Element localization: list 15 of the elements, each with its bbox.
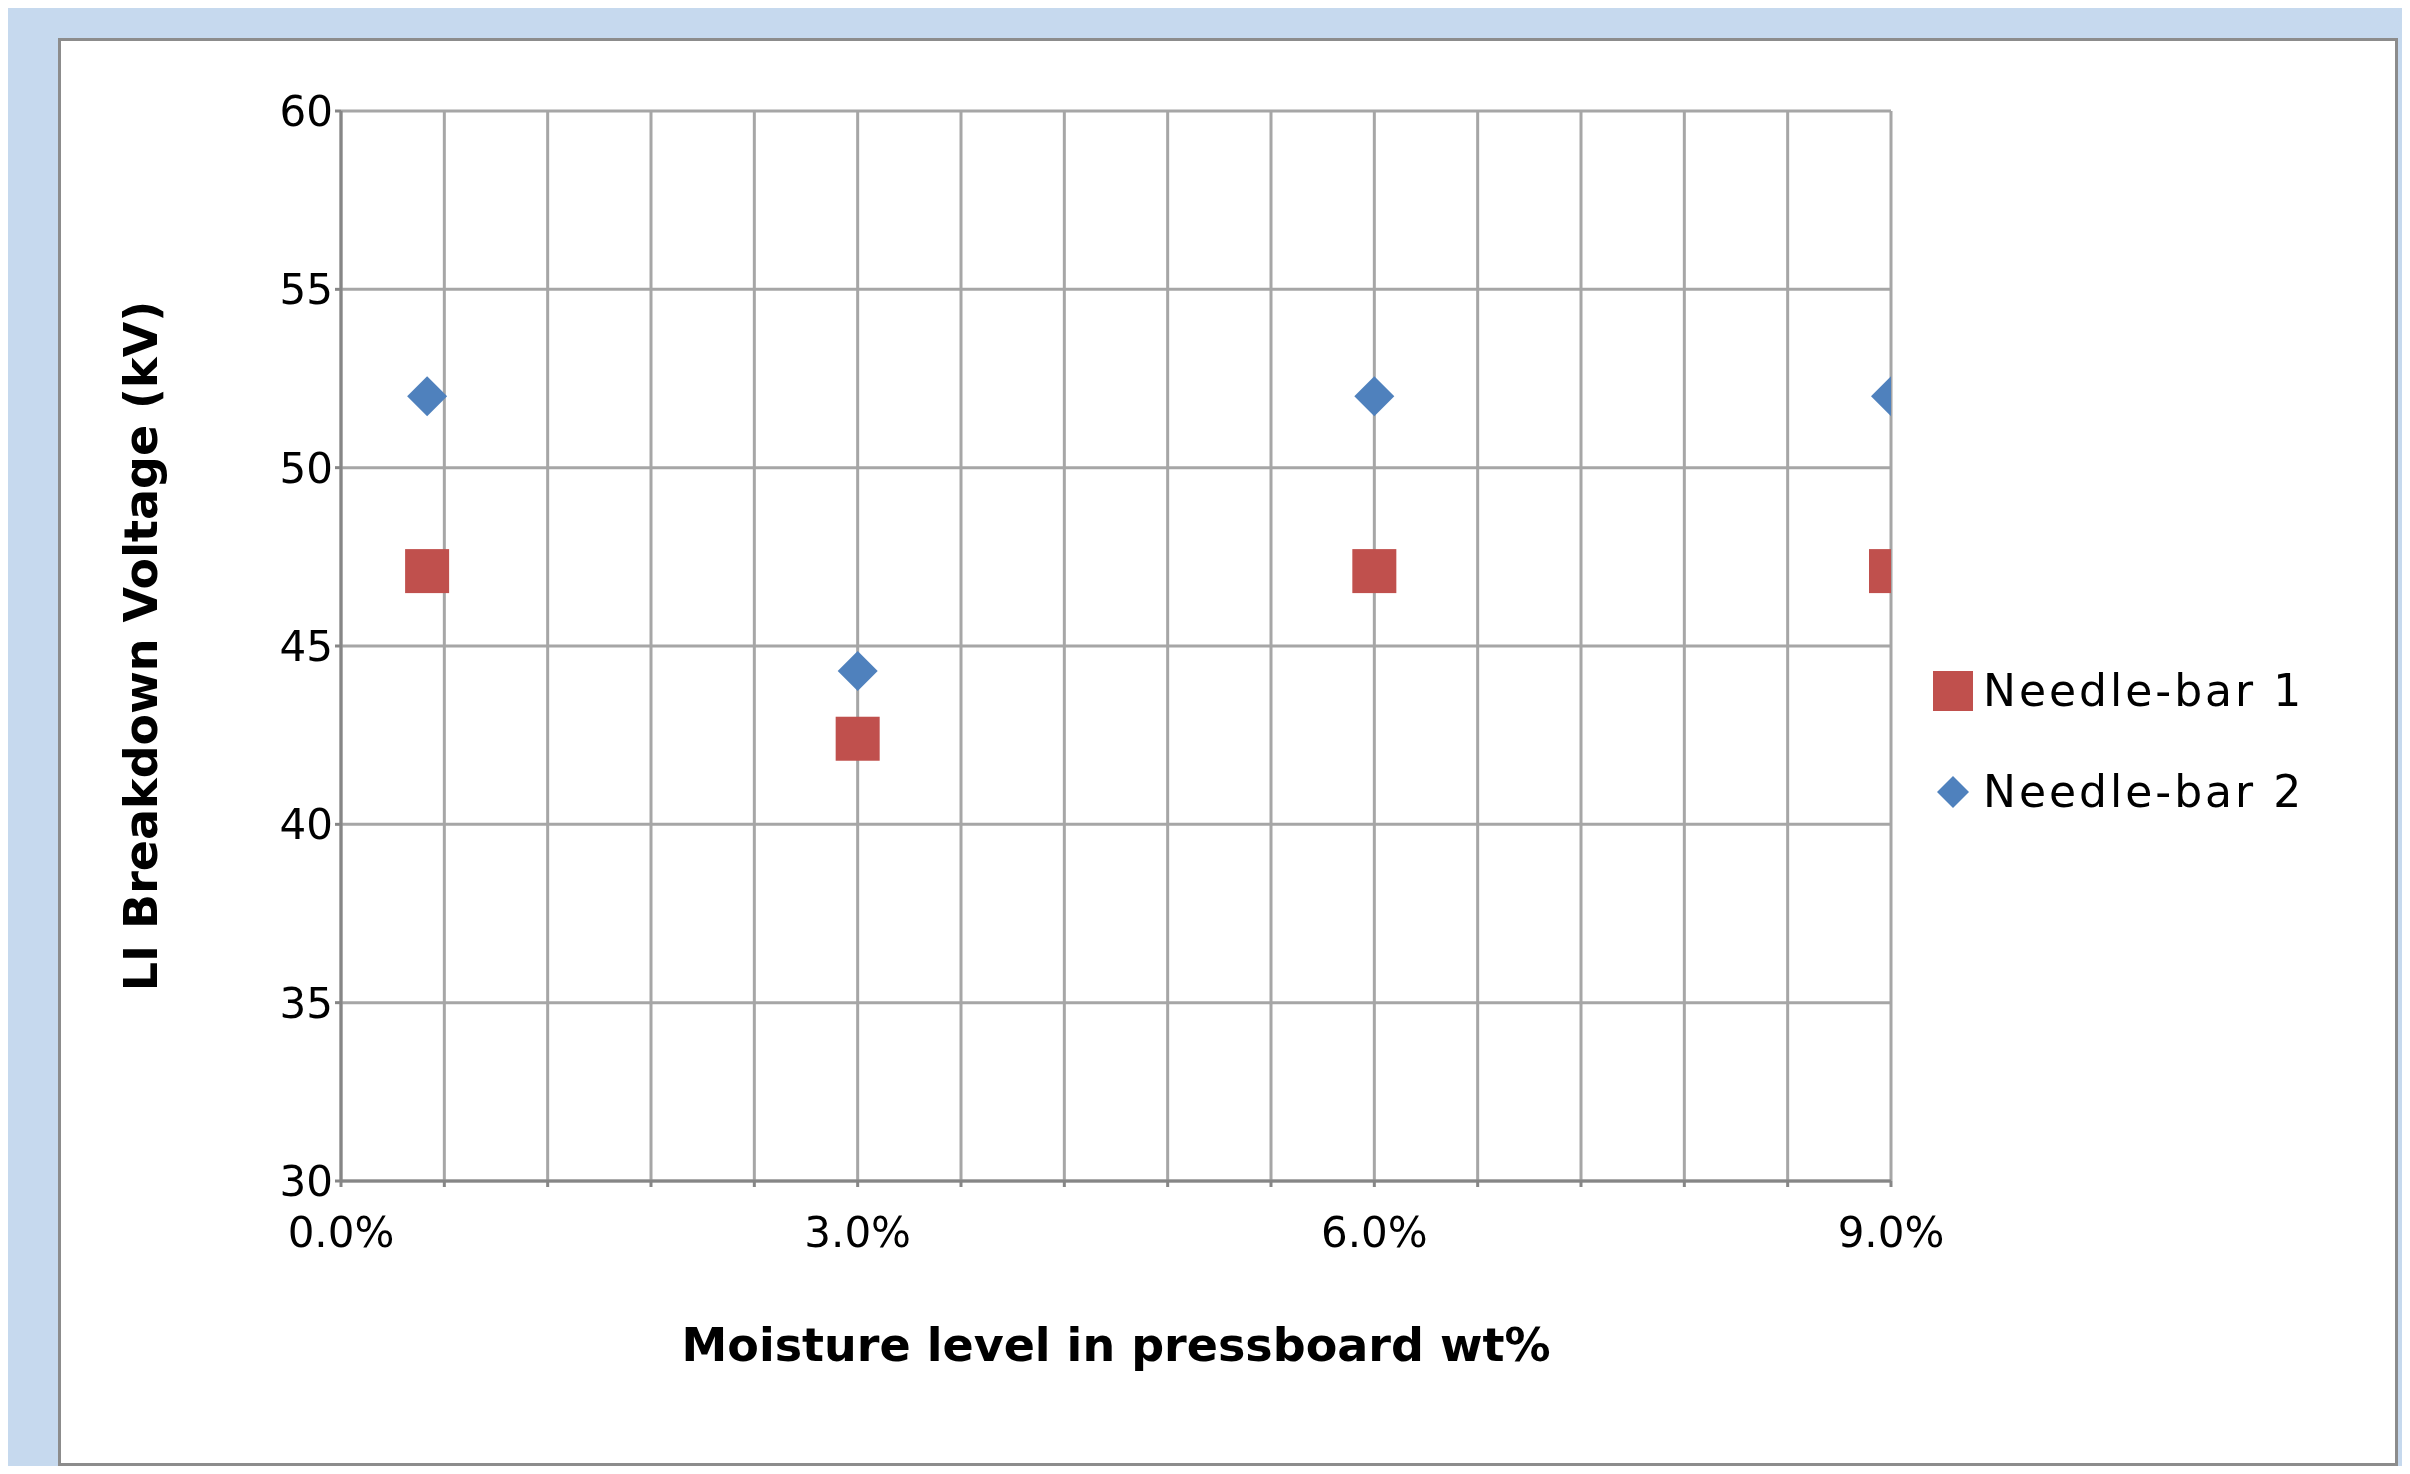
x-tick-label: 9.0% — [1837, 1207, 1945, 1257]
x-axis-title: Moisture level in pressboard wt% — [681, 1318, 1551, 1372]
y-tick-label: 50 — [279, 443, 333, 493]
y-tick-label: 45 — [279, 621, 333, 671]
y-tick-label: 40 — [279, 800, 333, 850]
x-tick-label: 0.0% — [287, 1207, 395, 1257]
y-tick-label: 35 — [279, 978, 333, 1028]
y-tick-label: 60 — [279, 86, 333, 136]
y-tick-label: 55 — [279, 265, 333, 315]
x-tick-label: 6.0% — [1320, 1207, 1428, 1257]
legend-label: Needle-bar 1 — [1983, 665, 2305, 716]
legend-label: Needle-bar 2 — [1983, 766, 2305, 817]
y-tick-label: 30 — [279, 1156, 333, 1206]
y-axis-title: LI Breakdown Voltage (kV) — [114, 300, 169, 992]
x-tick-label: 3.0% — [804, 1207, 912, 1257]
